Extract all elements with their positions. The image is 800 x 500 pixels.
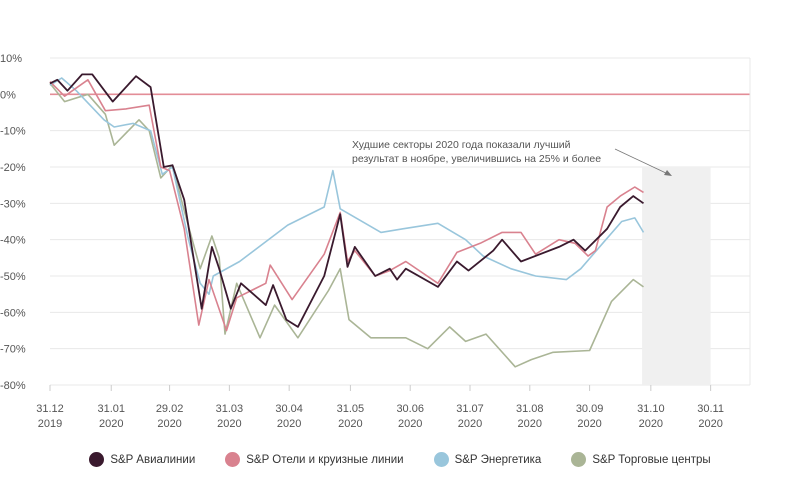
annotation-line-2: результат в ноябре, увеличившись на 25% … xyxy=(352,153,601,165)
legend-swatch-energy xyxy=(433,452,449,467)
series-line-malls xyxy=(49,82,644,368)
y-axis: 10% 0% -10% -20% -30% -40% -50% -60% -70% -80% xyxy=(0,53,26,392)
x-tick-label: 31.05 xyxy=(337,403,365,415)
x-tick-year: 2020 xyxy=(157,418,181,430)
series-line-energy xyxy=(49,77,645,296)
y-tick-label: -10% xyxy=(0,126,26,138)
x-tick-year: 2020 xyxy=(458,418,482,430)
legend-swatch-hotels xyxy=(225,452,241,467)
grid-lines xyxy=(50,57,751,386)
legend-item-airlines: S&P Авиалинии xyxy=(89,452,195,467)
x-tick-year: 2020 xyxy=(99,418,123,430)
x-tick-label: 30.04 xyxy=(275,403,303,415)
y-tick-label: -80% xyxy=(0,380,26,392)
x-tick-year: 2020 xyxy=(338,418,362,430)
x-tick-year: 2020 xyxy=(217,418,241,430)
x-tick-year: 2020 xyxy=(639,418,663,430)
y-tick-label: -20% xyxy=(0,162,26,174)
legend-label-hotels: S&P Отели и круизные линии xyxy=(246,453,404,466)
annotation-arrow-head xyxy=(664,170,672,176)
legend-swatch-airlines xyxy=(89,452,105,467)
november-highlight-region xyxy=(642,167,711,385)
y-tick-label: -30% xyxy=(0,198,26,210)
legend-item-energy: S&P Энергетика xyxy=(433,452,542,467)
legend-label-malls: S&P Торговые центры xyxy=(592,453,711,466)
x-tick-label: 30.09 xyxy=(576,403,604,415)
x-tick-year: 2020 xyxy=(398,418,422,430)
x-tick-year: 2020 xyxy=(277,418,301,430)
annotation-line-1: Худшие секторы 2020 года показали лучший xyxy=(352,139,571,151)
legend: S&P Авиалинии S&P Отели и круизные линии… xyxy=(0,452,800,467)
annotation: Худшие секторы 2020 года показали лучший… xyxy=(352,139,672,176)
legend-label-airlines: S&P Авиалинии xyxy=(110,453,196,466)
x-tick-label: 31.03 xyxy=(216,403,244,415)
y-tick-label: -60% xyxy=(0,307,26,319)
legend-item-hotels: S&P Отели и круизные линии xyxy=(225,452,404,467)
line-chart: 10% 0% -10% -20% -30% -40% -50% -60% -70% -80% 31… xyxy=(0,53,751,430)
y-tick-label: -40% xyxy=(0,235,26,247)
series-line-airlines xyxy=(49,73,645,328)
x-tick-year: 2019 xyxy=(38,418,62,430)
legend-label-energy: S&P Энергетика xyxy=(454,453,542,466)
x-tick-label: 31.10 xyxy=(637,403,665,415)
y-tick-label: 0% xyxy=(0,89,16,101)
legend-swatch-malls xyxy=(571,452,587,467)
y-tick-label: 10% xyxy=(0,53,22,65)
x-tick-label: 31.08 xyxy=(516,403,544,415)
x-tick-label: 31.01 xyxy=(97,403,125,415)
x-tick-label: 31.12 xyxy=(36,403,64,415)
legend-item-malls: S&P Торговые центры xyxy=(571,452,711,467)
x-tick-label: 30.11 xyxy=(697,403,724,415)
x-tick-label: 30.06 xyxy=(396,403,424,415)
y-tick-label: -50% xyxy=(0,271,26,283)
annotation-arrow-line xyxy=(614,148,669,175)
x-tick-label: 31.07 xyxy=(456,403,484,415)
x-tick-year: 2020 xyxy=(577,418,601,430)
y-tick-label: -70% xyxy=(0,344,26,356)
x-tick-year: 2020 xyxy=(518,418,542,430)
x-axis: 31.12 2019 31.01 2020 29.02 2020 31.03 2020 30.0… xyxy=(36,385,724,430)
x-tick-label: 29.02 xyxy=(156,403,184,415)
series-line-hotels xyxy=(49,79,644,332)
series-lines xyxy=(49,73,645,368)
x-tick-year: 2020 xyxy=(698,418,722,430)
